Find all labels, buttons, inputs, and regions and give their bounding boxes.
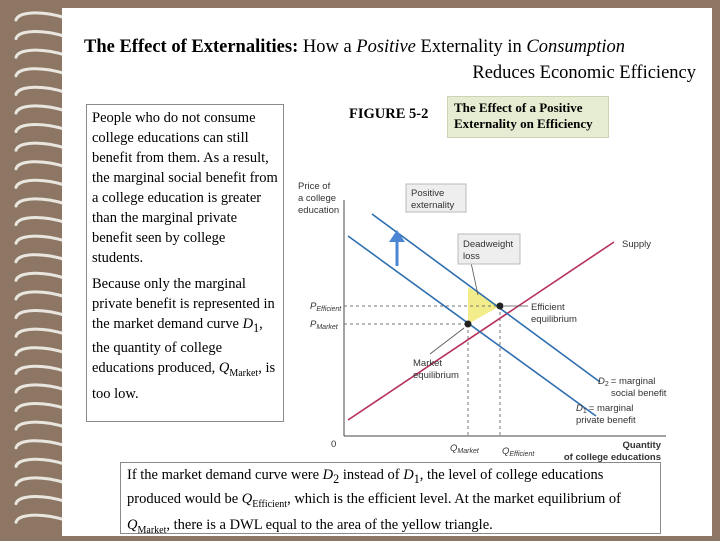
binding-ring <box>14 420 68 431</box>
positive-externality-callout <box>405 183 467 213</box>
supply-label: Supply <box>622 239 651 250</box>
conclusion-d1-sub: 1 <box>413 471 420 486</box>
title-text-2: Externality in <box>415 37 527 57</box>
binding-ring <box>14 178 68 189</box>
binding-ring <box>14 123 68 134</box>
title-bold: The Effect of Externalities: <box>84 37 299 57</box>
binding-ring <box>14 439 68 450</box>
title-text-1: How a <box>298 37 357 57</box>
binding-ring <box>14 402 68 413</box>
binding-ring <box>14 197 68 208</box>
binding-ring <box>14 290 68 301</box>
binding-ring <box>14 30 68 41</box>
binding-ring <box>14 104 68 115</box>
efficient-eq-text-2: equilibrium <box>531 314 577 325</box>
x-axis-title-2: of college educations <box>564 452 661 463</box>
binding-ring <box>14 48 68 59</box>
title-line-2: Reduces Economic Efficiency <box>472 63 696 83</box>
binding-ring <box>14 457 68 468</box>
para2-d-sub: 1 <box>253 320 260 335</box>
y-axis-title-2: a college <box>298 193 336 204</box>
binding-ring <box>14 85 68 96</box>
arrow-head-icon <box>389 230 405 242</box>
binding-ring <box>14 234 68 245</box>
para2-text-c: , is too low. <box>92 359 276 402</box>
market-eq-pointer <box>429 327 465 355</box>
d2-label-line-2: social benefit <box>611 388 667 399</box>
d1-label-line-1: D1 = marginal <box>576 403 633 415</box>
slide-title: The Effect of Externalities: How a Posit… <box>84 34 696 86</box>
origin-label: 0 <box>331 439 336 450</box>
para2-q: Q <box>218 359 230 376</box>
binding-ring <box>14 346 68 357</box>
d1-label-line-2: private benefit <box>576 415 636 426</box>
conclusion-text-a: If the market demand curve were <box>127 467 323 483</box>
efficient-eq-text-1: Efficient <box>531 302 565 313</box>
conclusion-d2: D <box>322 467 334 483</box>
binding-ring <box>14 160 68 171</box>
demand-curve-d1 <box>347 235 597 417</box>
conclusion-d2-sub: 2 <box>333 471 340 486</box>
binding-ring <box>14 11 68 22</box>
title-line-1: The Effect of Externalities: How a Posit… <box>84 34 696 60</box>
demand-curve-d2 <box>371 213 601 383</box>
conclusion-q2: Q <box>127 516 138 533</box>
para2-text-b: , the quantity of college educations pro… <box>92 316 263 376</box>
para2-q-sub: Market <box>229 367 259 379</box>
deadweight-loss-callout <box>457 233 521 265</box>
conclusion-text-d: , which is the efficient level. At the m… <box>287 490 622 507</box>
binding-ring <box>14 67 68 78</box>
explanation-box: People who do not consume college educat… <box>86 104 284 422</box>
positive-externality-text-1: Positive <box>411 188 444 199</box>
market-equilibrium-point <box>464 320 472 328</box>
q-market-label: QMarket <box>450 443 480 455</box>
title-italic-1: Positive <box>356 37 416 57</box>
figure-title: The Effect of a Positive Externality on … <box>447 96 609 138</box>
deadweight-loss-text-2: loss <box>463 251 480 262</box>
conclusion-text-e: , there is a DWL equal to the area of th… <box>166 516 493 533</box>
deadweight-loss-text-1: Deadweight <box>463 239 514 250</box>
binding-ring <box>14 364 68 375</box>
title-italic-2: Consumption <box>526 37 626 57</box>
conclusion-q1-sub: Efficient <box>252 498 288 510</box>
conclusion-q1: Q <box>241 490 253 507</box>
y-axis-title-1: Price of <box>298 181 331 192</box>
efficient-equilibrium-point <box>496 302 504 310</box>
binding-ring <box>14 309 68 320</box>
q-efficient-label: QEfficient <box>502 446 535 458</box>
p-efficient-label: PEfficient <box>310 301 342 313</box>
para2-d: D <box>242 316 254 332</box>
p-market-label: PMarket <box>310 319 339 331</box>
conclusion-text-c: , the level of college educations produc… <box>127 467 604 507</box>
market-eq-text-2: equilibrium <box>413 370 459 381</box>
supply-curve <box>347 241 615 421</box>
binding-ring <box>14 476 68 487</box>
conclusion-text-b: instead of <box>339 467 404 483</box>
figure-label: FIGURE 5-2 <box>349 106 429 122</box>
explanation-paragraph-2: Because only the marginal private benefi… <box>92 274 278 404</box>
conclusion-box: If the market demand curve were D2 inste… <box>120 462 661 536</box>
binding-ring <box>14 253 68 264</box>
explanation-paragraph-1: People who do not consume college educat… <box>92 110 278 266</box>
binding-ring <box>14 141 68 152</box>
d2-label-line-1: D2 = marginal <box>598 376 655 388</box>
market-eq-text-1: Market <box>413 358 442 369</box>
binding-ring <box>14 513 68 524</box>
y-axis-title-3: education <box>298 205 339 216</box>
positive-externality-text-2: externality <box>411 200 455 211</box>
binding-ring <box>14 383 68 394</box>
binding-ring <box>14 216 68 227</box>
conclusion-d1: D <box>403 467 414 483</box>
x-axis-title-1: Quantity <box>622 440 661 451</box>
binding-ring <box>14 271 68 282</box>
binding-ring <box>14 495 68 506</box>
para2-text-a: Because only the marginal private benefi… <box>92 276 275 332</box>
conclusion-q2-sub: Market <box>137 524 167 536</box>
binding-ring <box>14 327 68 338</box>
